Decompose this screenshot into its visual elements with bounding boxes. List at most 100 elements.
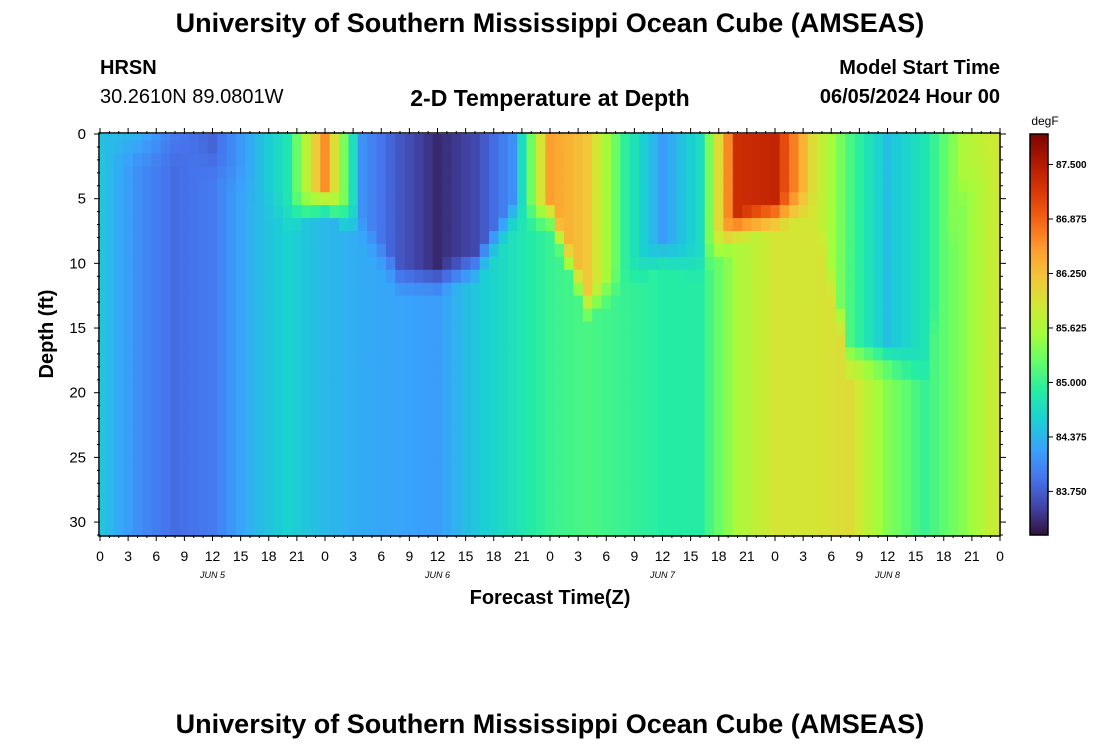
heatmap-cell	[751, 166, 762, 180]
heatmap-cell	[835, 192, 846, 206]
heatmap-cell	[151, 321, 162, 336]
heatmap-cell	[535, 321, 546, 336]
heatmap-cell	[648, 379, 659, 407]
heatmap-cell	[592, 134, 603, 142]
heatmap-cell	[376, 166, 387, 180]
heatmap-cell	[835, 360, 846, 381]
heatmap-cell	[798, 308, 809, 323]
heatmap-cell	[732, 457, 743, 484]
x-tick-label: 15	[908, 548, 924, 564]
heatmap-cell	[498, 140, 509, 155]
heatmap-cell	[929, 405, 940, 433]
heatmap-cell	[142, 269, 153, 284]
heatmap-cell	[592, 431, 603, 458]
heatmap-cell	[179, 166, 190, 180]
heatmap-cell	[104, 256, 115, 271]
heatmap-cell	[910, 134, 921, 142]
heatmap-cell	[357, 295, 368, 310]
heatmap-cell	[310, 295, 321, 310]
heatmap-cell	[498, 231, 509, 245]
heatmap-cell	[920, 308, 931, 323]
heatmap-cell	[245, 243, 256, 258]
heatmap-cell	[414, 140, 425, 155]
heatmap-cell	[385, 295, 396, 310]
heatmap-cell	[367, 269, 378, 284]
heatmap-cell	[404, 243, 415, 258]
heatmap-cell	[114, 483, 125, 510]
heatmap-cell	[564, 334, 575, 349]
heatmap-cell	[873, 347, 884, 361]
heatmap-cell	[273, 231, 284, 245]
heatmap-cell	[620, 140, 631, 155]
heatmap-cell	[423, 360, 434, 381]
heatmap-cell	[170, 405, 181, 433]
heatmap-cell	[723, 347, 734, 361]
heatmap-cell	[854, 256, 865, 271]
heatmap-cell	[864, 360, 875, 381]
heatmap-cell	[479, 483, 490, 510]
heatmap-cell	[807, 457, 818, 484]
heatmap-cell	[100, 243, 106, 258]
heatmap-cell	[957, 179, 968, 193]
heatmap-cell	[432, 347, 443, 361]
heatmap-cell	[798, 192, 809, 206]
heatmap-cell	[104, 379, 115, 407]
heatmap-cell	[451, 166, 462, 180]
heatmap-cell	[189, 360, 200, 381]
heatmap-cell	[273, 205, 284, 219]
heatmap-cell	[489, 192, 500, 206]
heatmap-cell	[245, 179, 256, 193]
heatmap-cell	[901, 140, 912, 155]
heatmap-cell	[564, 321, 575, 336]
heatmap-cell	[995, 153, 1001, 167]
heatmap-cell	[535, 483, 546, 510]
heatmap-cell	[723, 308, 734, 323]
heatmap-cell	[685, 282, 696, 297]
heatmap-cell	[751, 321, 762, 336]
heatmap-cell	[526, 153, 537, 167]
heatmap-cell	[704, 218, 715, 232]
heatmap-cell	[723, 483, 734, 510]
heatmap-cell	[685, 179, 696, 193]
heatmap-cell	[470, 308, 481, 323]
heatmap-cell	[929, 231, 940, 245]
heatmap-cell	[123, 509, 134, 536]
heatmap-cell	[695, 321, 706, 336]
heatmap-cell	[985, 166, 996, 180]
heatmap-cell	[995, 166, 1001, 180]
heatmap-cell	[339, 218, 350, 232]
heatmap-cell	[854, 282, 865, 297]
heatmap-cell	[282, 205, 293, 219]
heatmap-cell	[779, 457, 790, 484]
heatmap-cell	[395, 153, 406, 167]
heatmap-cell	[151, 243, 162, 258]
heatmap-cell	[620, 405, 631, 433]
heatmap-cell	[123, 321, 134, 336]
heatmap-cell	[217, 379, 228, 407]
x-tick-label: 9	[405, 548, 413, 564]
heatmap-cell	[554, 308, 565, 323]
heatmap-cell	[442, 231, 453, 245]
heatmap-cell	[798, 256, 809, 271]
heatmap-cell	[920, 218, 931, 232]
heatmap-cell	[601, 360, 612, 381]
heatmap-cell	[620, 243, 631, 258]
heatmap-cell	[976, 166, 987, 180]
heatmap-cell	[817, 140, 828, 155]
heatmap-cell	[554, 347, 565, 361]
heatmap-cell	[854, 205, 865, 219]
heatmap-cell	[339, 282, 350, 297]
heatmap-cell	[873, 308, 884, 323]
heatmap-cell	[179, 218, 190, 232]
heatmap-cell	[545, 140, 556, 155]
heatmap-cell	[957, 405, 968, 433]
heatmap-cell	[404, 134, 415, 142]
heatmap-cell	[685, 231, 696, 245]
heatmap-cell	[620, 483, 631, 510]
heatmap-cell	[207, 153, 218, 167]
heatmap-cell	[564, 153, 575, 167]
heatmap-cell	[114, 379, 125, 407]
heatmap-cell	[385, 334, 396, 349]
heatmap-cell	[929, 334, 940, 349]
heatmap-cell	[573, 379, 584, 407]
